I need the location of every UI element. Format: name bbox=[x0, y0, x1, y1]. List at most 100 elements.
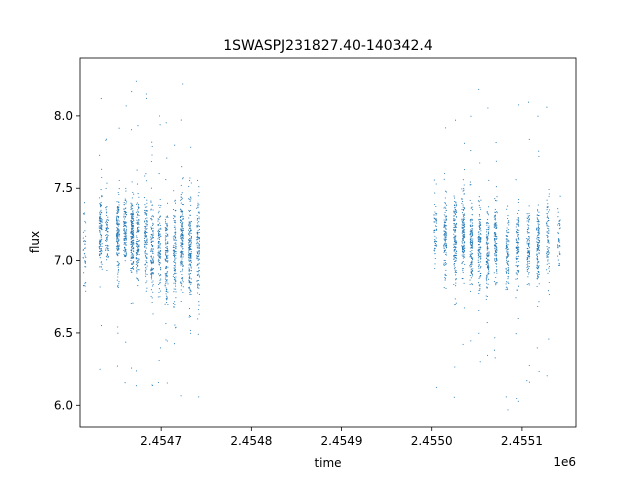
data-point bbox=[188, 267, 190, 269]
data-point bbox=[546, 213, 548, 215]
data-point bbox=[445, 254, 447, 256]
data-point bbox=[471, 218, 473, 220]
data-point bbox=[98, 197, 100, 199]
data-point bbox=[462, 233, 464, 236]
data-point bbox=[196, 231, 198, 233]
data-point bbox=[174, 259, 176, 261]
data-point bbox=[548, 229, 550, 231]
data-point bbox=[106, 269, 108, 272]
data-point bbox=[480, 275, 482, 277]
data-point bbox=[528, 245, 530, 247]
data-point bbox=[527, 217, 529, 220]
data-point bbox=[166, 256, 168, 258]
data-point bbox=[471, 284, 473, 286]
data-point bbox=[130, 257, 132, 260]
data-point bbox=[138, 196, 140, 198]
data-point bbox=[124, 240, 126, 242]
data-point bbox=[495, 255, 498, 257]
data-point bbox=[173, 261, 175, 263]
data-point bbox=[198, 275, 200, 277]
data-point bbox=[487, 248, 489, 250]
data-point bbox=[454, 266, 456, 269]
data-point bbox=[527, 256, 530, 258]
data-point bbox=[494, 254, 496, 256]
data-point bbox=[196, 280, 198, 282]
data-point bbox=[106, 236, 109, 238]
data-point bbox=[116, 235, 118, 237]
data-point bbox=[182, 256, 184, 258]
data-point bbox=[536, 253, 538, 255]
data-point bbox=[537, 209, 539, 211]
data-point bbox=[444, 279, 446, 281]
data-point bbox=[478, 231, 480, 233]
data-point bbox=[435, 386, 437, 388]
data-point bbox=[556, 244, 559, 246]
data-point bbox=[516, 249, 518, 252]
data-point bbox=[435, 225, 437, 227]
data-point bbox=[173, 282, 175, 284]
data-point bbox=[196, 179, 199, 181]
data-point bbox=[444, 230, 446, 232]
data-point bbox=[518, 199, 520, 201]
data-point bbox=[135, 243, 137, 245]
data-point bbox=[105, 139, 107, 141]
data-point bbox=[478, 222, 480, 224]
data-point bbox=[106, 227, 108, 229]
data-point bbox=[198, 211, 200, 213]
data-point bbox=[181, 283, 183, 285]
data-point bbox=[116, 209, 118, 211]
data-point bbox=[435, 220, 438, 222]
data-point bbox=[160, 205, 162, 207]
data-point bbox=[461, 209, 463, 211]
data-point bbox=[174, 199, 176, 201]
data-point bbox=[152, 313, 154, 315]
data-point bbox=[159, 262, 162, 264]
data-point bbox=[462, 343, 464, 345]
data-point bbox=[105, 209, 107, 211]
data-point bbox=[496, 248, 498, 250]
data-point bbox=[518, 104, 520, 106]
data-point bbox=[173, 254, 175, 256]
data-point bbox=[196, 264, 198, 266]
data-point bbox=[99, 233, 102, 235]
data-point bbox=[469, 225, 471, 227]
data-point bbox=[471, 206, 473, 208]
data-point bbox=[146, 223, 148, 225]
data-point bbox=[116, 279, 118, 281]
data-point bbox=[135, 222, 137, 224]
data-point bbox=[537, 270, 539, 273]
data-point bbox=[461, 227, 463, 229]
data-point bbox=[495, 227, 497, 230]
data-point bbox=[445, 246, 448, 248]
data-point bbox=[160, 267, 162, 269]
data-point bbox=[486, 254, 488, 256]
data-point bbox=[454, 208, 457, 211]
data-point bbox=[82, 213, 85, 215]
data-point bbox=[145, 275, 147, 277]
data-point bbox=[190, 199, 192, 201]
data-point bbox=[130, 220, 132, 222]
data-point bbox=[480, 240, 482, 243]
data-point bbox=[559, 241, 561, 243]
data-point bbox=[485, 277, 487, 279]
data-point bbox=[182, 83, 184, 85]
data-point bbox=[527, 276, 529, 278]
data-point bbox=[106, 255, 108, 257]
data-point bbox=[479, 223, 481, 225]
data-point bbox=[159, 241, 161, 243]
data-point bbox=[527, 255, 529, 257]
data-point bbox=[116, 229, 118, 232]
data-point bbox=[124, 228, 126, 230]
data-point bbox=[471, 250, 473, 252]
data-point bbox=[190, 243, 192, 245]
data-point bbox=[173, 288, 175, 290]
data-point bbox=[125, 236, 127, 238]
data-point bbox=[505, 286, 507, 288]
data-point bbox=[478, 276, 480, 278]
data-point bbox=[130, 206, 132, 208]
data-point bbox=[496, 236, 498, 238]
data-point bbox=[196, 243, 198, 245]
data-point bbox=[196, 274, 198, 276]
data-point bbox=[548, 247, 550, 249]
data-point bbox=[144, 254, 146, 256]
